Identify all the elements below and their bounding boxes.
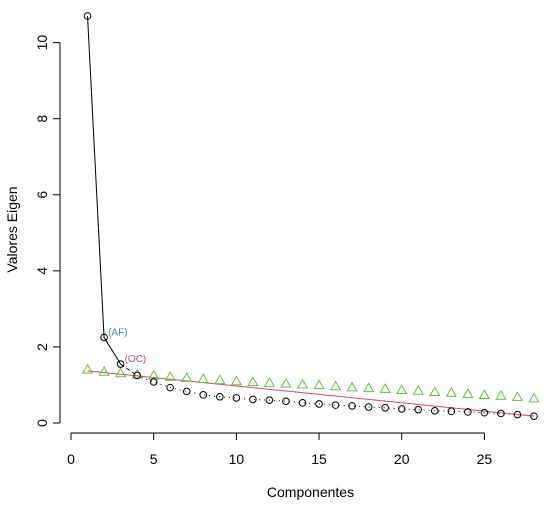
y-tick-label: 2 [34,343,50,351]
eigenvalue-point [414,405,423,414]
parallel-triangle-point [346,381,358,392]
eigenvalue-point [265,396,274,404]
chart-markers [81,12,540,420]
eigenvalue-point [216,392,224,401]
annotation-label: (OC) [125,354,147,365]
parallel-triangle-point [164,370,176,381]
parallel-triangle-point [445,386,457,397]
eigenvalue-point [331,401,340,409]
parallel-triangle-point [114,367,127,378]
x-axis-label: Componentes [267,484,354,500]
x-tick-label: 5 [150,451,158,467]
eigenvalue-point [513,410,522,419]
eigenvalue-point [199,391,208,399]
parallel-triangle-point [214,374,226,385]
parallel-triangle-point [181,372,193,382]
oc-trend-line [87,370,535,417]
eigenvalue-point [100,333,108,342]
parallel-triangle-point [528,392,540,403]
y-tick-label: 6 [34,191,50,199]
parallel-triangle-point [511,391,524,401]
parallel-triangle-point [478,389,491,399]
eigenvalue-point [232,394,241,402]
eigenvalue-point [464,408,472,416]
eigenvalue-point [249,395,257,404]
chart-lines [87,15,535,417]
eigenvalue-point [149,378,158,386]
parallel-triangle-point [230,375,242,386]
eigenvalue-point [315,400,323,408]
axis-ticks: 0 5 10 15 20 25 0 2 4 6 8 10 [34,35,492,467]
parallel-triangle-point [131,368,143,379]
x-tick-label: 20 [394,451,410,467]
eigenvalue-point [182,387,191,396]
eigenvalue-point [530,412,538,420]
eigenvalue-point [83,12,92,20]
eigenvalue-point [364,403,373,411]
axes [59,42,485,434]
parallel-triangle-point [396,384,408,395]
eigenvalue-point [480,408,489,417]
y-tick-label: 8 [34,115,50,123]
eigenvalue-point [447,407,456,416]
x-tick-label: 0 [67,451,75,467]
x-tick-label: 15 [311,451,327,467]
annotation-label: (AF) [108,327,127,338]
parallel-triangle-point [363,382,375,393]
y-tick-label: 0 [34,419,50,427]
chart-annotations: (AF) (OC) [108,327,146,365]
eigenvalue-point [166,383,175,392]
y-axis-label: Valores Eigen [4,186,20,272]
eigenvalue-point [116,360,125,368]
parallel-triangle-point [263,377,276,387]
parallel-triangle-point [495,389,507,400]
x-tick-label: 10 [229,451,245,467]
parallel-triangle-point [296,378,309,389]
parallel-triangle-point [462,388,474,398]
eigenvalue-point [430,407,439,415]
eigenvalue-point [282,397,290,406]
parallel-triangle-point [81,363,94,374]
eigen-connector-solid [87,15,122,365]
parallel-triangle-point [429,386,441,396]
x-tick-label: 25 [477,451,493,467]
parallel-triangle-point [412,385,424,395]
parallel-triangle-point [313,379,325,390]
parallel-triangle-point [197,373,209,384]
eigenvalue-point [298,399,307,407]
eigenvalue-point [397,405,406,413]
parallel-triangle-point [329,380,342,391]
parallel-triangle-point [379,383,391,393]
y-tick-label: 10 [34,35,50,51]
eigenvalue-point [133,371,141,380]
eigenvalue-point [497,409,505,418]
parallel-triangle-point [98,366,110,376]
parallel-triangle-point [280,377,292,388]
y-tick-label: 4 [34,267,50,275]
eigenvalue-point [381,403,389,412]
parallel-triangle-point [247,376,259,387]
eigenvalue-point [348,402,356,410]
